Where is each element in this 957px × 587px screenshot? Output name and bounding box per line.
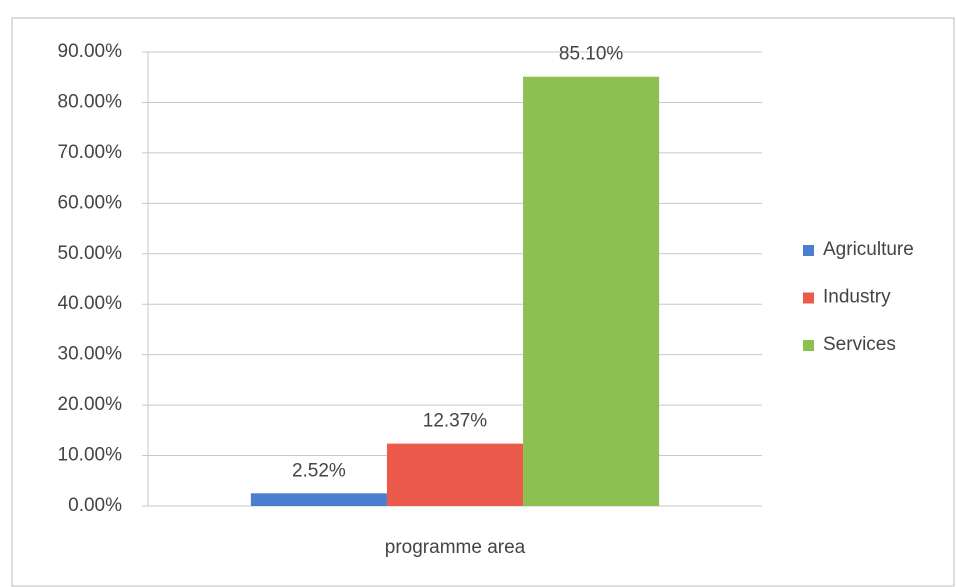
y-tick-label: 20.00% — [58, 394, 123, 415]
y-tick-label: 40.00% — [58, 293, 123, 314]
legend-swatch — [803, 340, 814, 351]
legend-label: Services — [823, 334, 896, 355]
legend-swatch — [803, 292, 814, 304]
bar — [386, 443, 524, 506]
y-tick-label: 90.00% — [58, 41, 123, 62]
y-tick-label: 50.00% — [58, 243, 123, 264]
y-tick-label: 10.00% — [58, 445, 123, 466]
y-tick-label: 0.00% — [68, 495, 122, 516]
bar — [250, 493, 387, 506]
legend-label: Industry — [823, 287, 891, 308]
data-label: 85.10% — [559, 44, 624, 65]
legend-label: Agriculture — [823, 239, 914, 260]
y-tick-label: 60.00% — [58, 192, 123, 213]
bar — [523, 76, 660, 507]
y-tick-label: 80.00% — [58, 91, 123, 112]
y-tick-label: 30.00% — [58, 344, 123, 365]
legend-swatch — [803, 245, 814, 256]
y-tick-label: 70.00% — [58, 142, 123, 163]
data-label: 12.37% — [423, 411, 488, 432]
data-label: 2.52% — [292, 460, 346, 481]
x-tick-label: programme area — [385, 537, 526, 558]
